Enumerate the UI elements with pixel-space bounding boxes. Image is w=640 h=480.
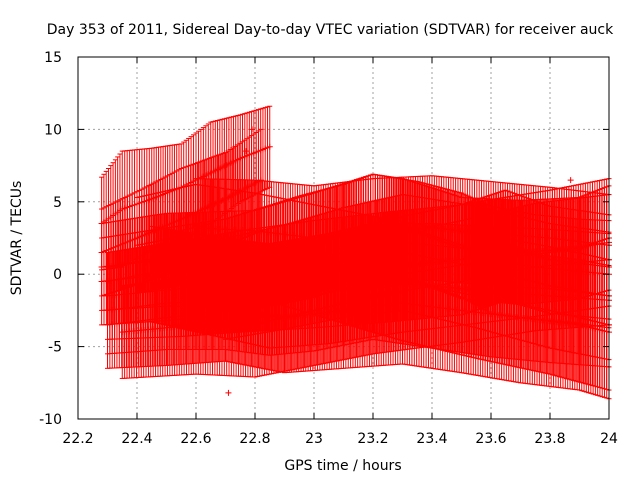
- chart-title: Day 353 of 2011, Sidereal Day-to-day VTE…: [47, 22, 614, 38]
